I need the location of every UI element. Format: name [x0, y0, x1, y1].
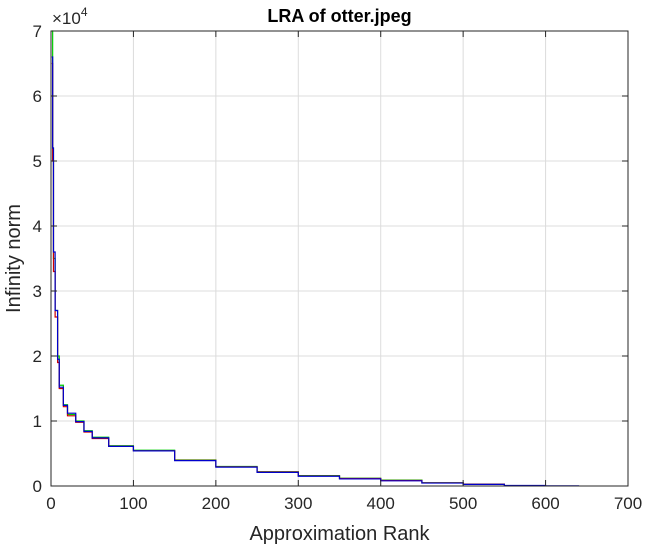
y-tick-label: 1: [33, 412, 42, 431]
x-tick-label: 200: [202, 494, 230, 513]
y-tick-label: 4: [33, 217, 42, 236]
y-tick-label: 0: [33, 477, 42, 496]
x-tick-label: 600: [531, 494, 559, 513]
x-tick-label: 500: [449, 494, 477, 513]
grid: [51, 31, 628, 486]
y-tick-label: 7: [33, 22, 42, 41]
x-tick-label: 300: [284, 494, 312, 513]
chart-title: LRA of otter.jpeg: [267, 6, 411, 26]
series-layer: [51, 30, 580, 487]
y-tick-label: 6: [33, 87, 42, 106]
x-axis-label: Approximation Rank: [249, 523, 430, 545]
plot-area: [51, 31, 628, 486]
y-axis-label: Infinity norm: [3, 204, 25, 313]
y-exponent-base: ×10: [52, 9, 81, 28]
y-tick-label: 2: [33, 347, 42, 366]
tick-labels: 0 100 200 300 400 500 600 700 0 1 2 3 4 5 6 7: [33, 22, 643, 513]
x-tick-label: 100: [119, 494, 147, 513]
series-line-3: [51, 56, 580, 487]
x-tick-label: 0: [46, 494, 55, 513]
y-tick-label: 5: [33, 152, 42, 171]
x-tick-label: 700: [614, 494, 642, 513]
y-tick-label: 3: [33, 282, 42, 301]
y-exponent-label: ×104: [52, 5, 88, 28]
x-tick-label: 400: [367, 494, 395, 513]
ticks: [50, 30, 629, 487]
plot-frame: [50, 30, 629, 487]
y-exponent-power: 4: [81, 5, 88, 19]
